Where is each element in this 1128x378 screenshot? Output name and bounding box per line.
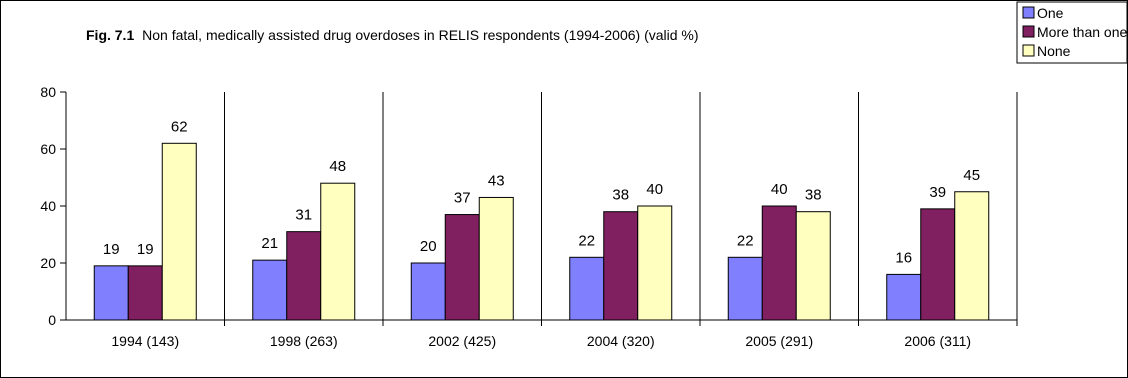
y-tick-label: 20 [40,255,56,271]
data-label: 21 [261,235,278,252]
bar-one [886,273,922,321]
bar-more-than-one [127,265,163,321]
legend-label: More than one [1037,24,1127,40]
data-label: 39 [929,184,946,201]
bar-one [410,262,446,321]
legend: One More than one None [1016,1,1128,64]
plot-area: 0 20 40 60 80 19 19 62 1994 (143) 21 31 48 1998 (263… [40,84,1018,349]
x-tick-label: 2002 (425) [428,333,496,349]
bar-more-than-one [603,211,639,321]
data-label: 45 [963,167,980,184]
bar-more-than-one [761,205,797,321]
bar-none [320,182,356,321]
data-label: 38 [805,187,822,204]
bar-one [727,256,763,321]
bar-more-than-one [286,231,322,321]
data-label: 40 [771,181,788,198]
x-tick-label: 2005 (291) [745,333,813,349]
data-label: 20 [420,238,437,255]
chart-title: Fig. 7.1 Non fatal, medically assisted d… [86,27,699,43]
bar-more-than-one [920,208,956,321]
bar-one [569,256,605,321]
data-label: 22 [737,232,754,249]
bar-none [954,191,990,321]
data-label: 19 [103,241,120,258]
legend-swatch [1022,25,1035,38]
data-label: 19 [137,241,154,258]
data-label: 31 [295,207,312,224]
data-label: 38 [612,187,629,204]
bar-more-than-one [444,214,480,321]
bar-none [637,205,673,321]
data-label: 48 [329,158,346,175]
y-tick-label: 0 [48,312,56,328]
data-label: 40 [646,181,663,198]
bar-one [93,265,129,321]
bar-none [161,142,197,321]
data-label: 22 [578,232,595,249]
legend-label: One [1037,5,1064,21]
chart-title-text: Non fatal, medically assisted drug overd… [142,27,698,43]
x-tick-label: 1998 (263) [270,333,338,349]
data-label: 62 [171,118,188,135]
data-label: 37 [454,190,471,207]
x-tick-label: 1994 (143) [111,333,179,349]
x-tick-label: 2006 (311) [904,333,971,349]
data-label: 16 [895,249,912,266]
bar-none [478,196,514,321]
legend-swatch [1022,6,1035,19]
y-tick-label: 40 [40,198,56,214]
y-tick-label: 60 [40,141,56,157]
legend-frame [1016,1,1128,64]
y-tick-label: 80 [40,84,56,100]
bar-none [795,211,831,321]
chart-title-prefix: Fig. 7.1 [86,27,134,43]
legend-label: None [1037,43,1071,59]
legend-swatch [1022,44,1035,57]
data-label: 43 [488,172,505,189]
x-tick-label: 2004 (320) [587,333,655,349]
bar-one [252,259,288,321]
